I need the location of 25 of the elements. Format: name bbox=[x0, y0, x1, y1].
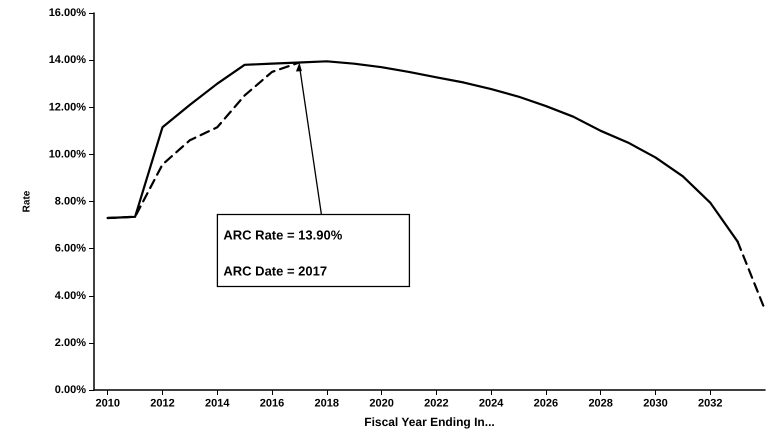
x-tick-label: 2026 bbox=[534, 398, 558, 410]
x-tick-label: 2022 bbox=[424, 398, 449, 410]
x-tick-label: 2012 bbox=[150, 398, 175, 410]
y-tick-label: 6.00% bbox=[54, 242, 86, 255]
y-tick-label: 10.00% bbox=[48, 148, 86, 160]
x-tick-label: 2010 bbox=[95, 398, 120, 410]
x-tick-label: 2016 bbox=[260, 398, 284, 410]
y-tick-label: 16.00% bbox=[48, 7, 86, 19]
y-tick-label: 0.00% bbox=[54, 384, 86, 396]
x-tick-label: 2014 bbox=[205, 398, 230, 410]
x-tick-label: 2032 bbox=[698, 398, 722, 410]
y-tick-label: 2.00% bbox=[54, 336, 86, 349]
x-tick-label: 2030 bbox=[643, 398, 668, 410]
x-tick-label: 2028 bbox=[588, 398, 613, 410]
annotation: ARC Rate = 13.90% bbox=[223, 227, 343, 242]
annotation: ARC Date = 2017 bbox=[223, 263, 328, 278]
x-tick-label: 2024 bbox=[478, 398, 504, 410]
x-tick-label: 2020 bbox=[369, 398, 394, 410]
x-tick-label: 2018 bbox=[314, 398, 340, 410]
y-tick-label: 8.00% bbox=[54, 196, 86, 208]
y-axis-title: Rate bbox=[22, 190, 32, 212]
y-tick-label: 14.00% bbox=[48, 54, 86, 66]
x-axis-title: Fiscal Year Ending In... bbox=[364, 415, 495, 429]
y-tick-label: 4.00% bbox=[54, 290, 86, 302]
y-tick-label: 12.00% bbox=[48, 101, 86, 114]
